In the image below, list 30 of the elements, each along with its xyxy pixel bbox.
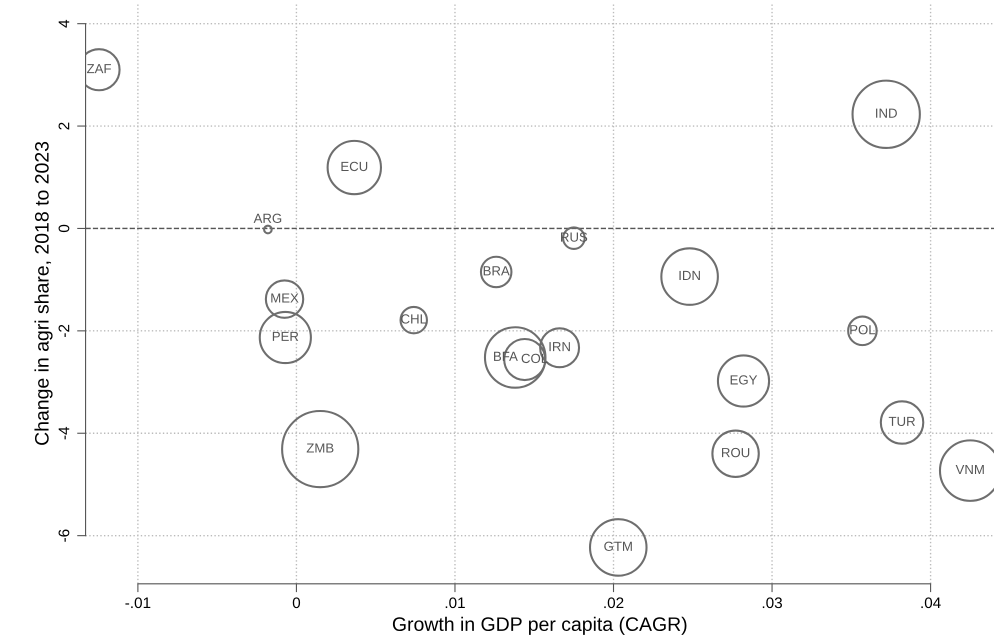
- annotation: MEX: [271, 293, 299, 303]
- annotation: ARG: [254, 214, 282, 223]
- annotation: VNM: [956, 464, 984, 474]
- y-tick-label: -2: [58, 324, 70, 337]
- annotation: ECU: [341, 162, 368, 172]
- y-tick-label: 4: [58, 20, 70, 28]
- y-axis-title: Change in agri share, 2018 to 2023: [34, 142, 53, 445]
- annotation: IDN: [679, 270, 700, 280]
- annotation: EGY: [730, 375, 758, 385]
- y-tick-label: 0: [58, 224, 70, 232]
- annotation: POL: [850, 325, 876, 334]
- x-tick-label: .01: [446, 597, 465, 608]
- annotation: IRN: [549, 342, 570, 352]
- y-tick-label: 2: [58, 122, 70, 130]
- x-axis-title: Growth in GDP per capita (CAGR): [392, 616, 686, 635]
- x-tick-label: .02: [604, 597, 624, 608]
- x-tick-label: .04: [921, 597, 941, 608]
- y-tick-label: -4: [58, 426, 70, 440]
- annotation: ZAF: [87, 64, 111, 74]
- y-tick-label: -6: [58, 530, 70, 542]
- annotation: PER: [272, 332, 298, 341]
- x-tick-label: -.01: [125, 597, 150, 608]
- x-tick-label: 0: [292, 597, 300, 608]
- annotation: IND: [876, 108, 897, 118]
- annotation: TUR: [888, 416, 915, 426]
- annotation: GTM: [604, 542, 632, 551]
- annotation: ZMB: [306, 443, 334, 453]
- x-tick-label: .03: [762, 597, 782, 608]
- annotation: BRA: [484, 266, 510, 276]
- annotation: ROU: [722, 448, 750, 458]
